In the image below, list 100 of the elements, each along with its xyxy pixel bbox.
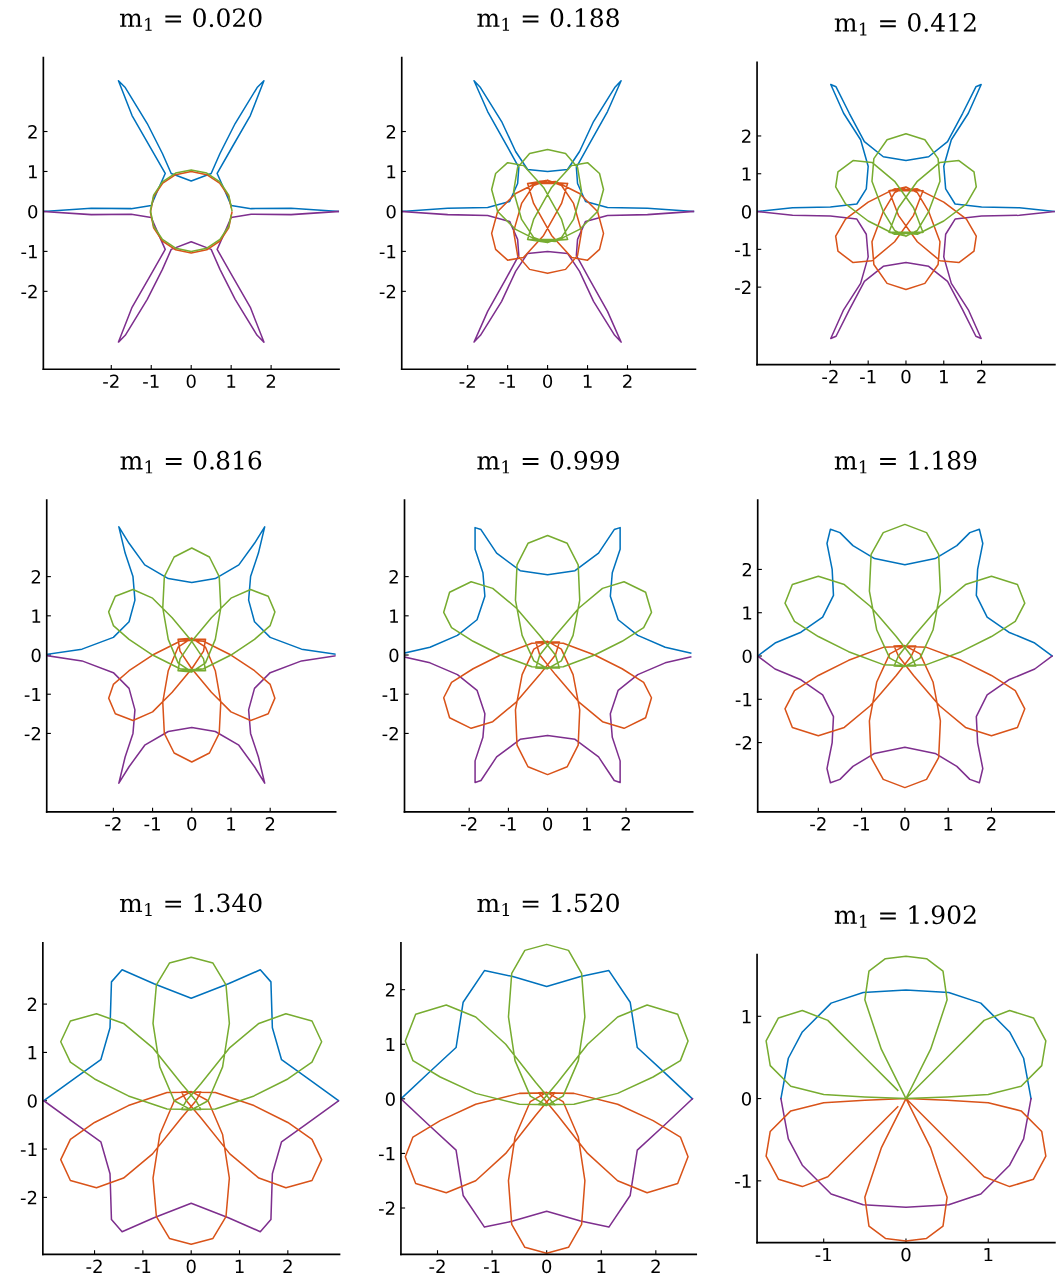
line-series [757, 528, 1053, 657]
x-tick-label: -1 [853, 817, 869, 831]
line-series [784, 523, 1026, 668]
line-series [757, 83, 1055, 213]
y-tick-label: -1 [20, 1142, 37, 1156]
x-tick-label: 0 [543, 374, 553, 389]
x-tick-label: 1 [940, 370, 948, 384]
x-tick-label: 1 [235, 1259, 244, 1273]
x-tick-label: 0 [901, 1247, 911, 1262]
x-tick-label: 1 [227, 374, 236, 388]
y-tick-label: 1 [742, 1009, 751, 1024]
x-tick-label: -1 [860, 370, 876, 384]
line-series [757, 655, 1053, 784]
line-series [765, 1097, 1047, 1242]
y-tick-label: 0 [31, 648, 41, 663]
y-tick-label: -1 [21, 245, 37, 259]
line-series [780, 1097, 1032, 1208]
line-series [834, 186, 978, 291]
y-tick-label: 2 [27, 997, 37, 1011]
chart-title: m$_{1}$ = 0.188 [477, 8, 619, 31]
chart-title: m$_{1}$ = 1.520 [477, 893, 619, 916]
line-series [404, 656, 692, 784]
y-tick-label: 0 [27, 1094, 37, 1108]
x-tick-label: 0 [187, 817, 197, 831]
x-tick-label: 2 [977, 369, 986, 384]
x-tick-label: 0 [901, 369, 911, 384]
y-tick-label: 2 [742, 562, 752, 577]
x-tick-label: 0 [543, 817, 553, 831]
x-tick-label: -1 [134, 1259, 151, 1273]
line-series [59, 1090, 323, 1246]
line-series [47, 526, 336, 656]
y-tick-label: 2 [385, 983, 395, 997]
line-series [834, 132, 978, 237]
line-series [107, 637, 276, 763]
y-tick-label: -1 [379, 245, 396, 259]
chart-title: m$_{1}$ = 1.340 [119, 893, 262, 916]
line-series [43, 80, 340, 213]
x-tick-label: 0 [542, 1259, 552, 1274]
x-tick-label: 2 [623, 374, 632, 388]
y-tick-label: 1 [387, 165, 396, 179]
x-tick-label: 1 [583, 374, 592, 388]
x-tick-label: 1 [944, 817, 953, 831]
line-series [400, 1098, 694, 1228]
y-tick-label: -1 [735, 692, 752, 707]
x-tick-label: 2 [621, 817, 630, 831]
y-tick-label: -2 [735, 736, 752, 750]
chart-title: m$_{1}$ = 0.412 [834, 12, 976, 36]
y-tick-label: 1 [742, 167, 751, 181]
chart-title: m$_{1}$ = 0.020 [119, 8, 262, 31]
line-series [780, 989, 1032, 1100]
x-tick-label: 2 [987, 817, 996, 831]
y-tick-label: -2 [24, 726, 41, 741]
line-series [43, 210, 340, 343]
y-tick-label: -2 [379, 284, 396, 299]
line-series [784, 644, 1026, 789]
x-tick-label: -2 [459, 374, 475, 388]
x-tick-label: -2 [429, 1259, 445, 1273]
x-tick-label: 2 [265, 817, 275, 831]
y-tick-label: 0 [386, 204, 396, 219]
x-tick-label: 0 [186, 374, 196, 389]
y-tick-label: 0 [389, 648, 399, 663]
line-series [404, 1091, 689, 1255]
y-tick-label: -2 [20, 1190, 37, 1205]
line-series [43, 969, 340, 1102]
line-series [442, 640, 653, 776]
y-tick-label: -1 [382, 687, 398, 702]
x-tick-label: 1 [583, 817, 591, 831]
chart-title: m$_{1}$ = 1.902 [834, 905, 976, 928]
x-tick-label: -1 [143, 374, 159, 388]
chart-title: m$_{1}$ = 0.816 [120, 450, 262, 474]
x-tick-label: -1 [815, 1247, 832, 1262]
x-tick-label: 1 [227, 817, 236, 831]
y-tick-label: -1 [735, 243, 751, 257]
y-tick-label: 0 [385, 1092, 395, 1106]
y-tick-label: 2 [386, 124, 396, 139]
y-tick-label: 1 [390, 609, 398, 623]
x-tick-label: -2 [461, 817, 477, 831]
x-tick-label: -1 [499, 374, 515, 388]
x-tick-label: 1 [984, 1247, 993, 1262]
x-tick-label: -1 [483, 1259, 500, 1273]
y-tick-label: 2 [31, 570, 41, 584]
y-tick-label: -2 [378, 1201, 395, 1215]
x-tick-label: -2 [105, 817, 121, 831]
y-tick-label: 1 [32, 609, 41, 623]
x-tick-label: 0 [186, 1259, 196, 1274]
y-tick-label: 0 [742, 649, 752, 664]
chart-title: m$_{1}$ = 0.999 [477, 450, 619, 474]
x-tick-label: -1 [500, 817, 516, 831]
line-series [43, 1099, 340, 1233]
x-tick-label: 2 [283, 1259, 292, 1273]
y-tick-label: 2 [742, 129, 751, 143]
line-series [401, 210, 695, 343]
y-tick-label: 2 [28, 124, 37, 139]
line-series [404, 526, 692, 654]
y-tick-label: -2 [21, 284, 37, 299]
y-tick-label: 2 [389, 570, 398, 584]
line-series [490, 179, 605, 275]
line-series [490, 148, 605, 244]
line-series [442, 534, 653, 670]
x-tick-label: -2 [810, 817, 826, 831]
